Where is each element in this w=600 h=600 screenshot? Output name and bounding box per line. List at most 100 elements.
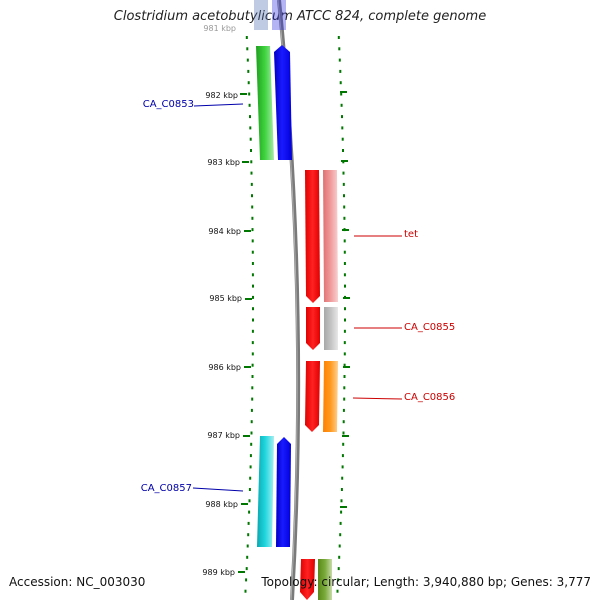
scale-dot (339, 521, 342, 525)
right-dot-column (336, 36, 346, 593)
scale-dot (248, 499, 251, 503)
scale-dot (343, 341, 346, 345)
scale-dot (342, 431, 345, 435)
scale-dot (342, 442, 345, 446)
gene-label-ca-c0853[interactable]: CA_C0853 (143, 99, 194, 110)
scale-dot (342, 408, 345, 412)
scale-dot (341, 115, 343, 119)
leader-ca-c0856 (352, 397, 403, 400)
scale-dot (342, 420, 345, 424)
scale-dot (251, 329, 254, 333)
leader-ca-c0853 (193, 103, 244, 107)
scale-dot (251, 352, 254, 356)
gene-label-ca-c0855[interactable]: CA_C0855 (404, 322, 455, 333)
scale-dot (343, 239, 346, 243)
scale-dot (251, 239, 254, 243)
scale-dot (248, 103, 251, 107)
gene-ca-c0855-cds (306, 307, 320, 350)
scale-dot (343, 194, 345, 198)
scale-dot (248, 488, 251, 491)
ruler-tick-label: 986 kbp (208, 363, 241, 372)
scale-dot (249, 476, 252, 480)
scale-dot (343, 262, 346, 265)
scale-dot (341, 126, 344, 130)
scale-dot (248, 92, 251, 96)
gene-ca-c0853-cds (274, 45, 292, 160)
scale-dot (340, 510, 343, 514)
ruler: 981 kbp 982 kbp 983 kbp 984 kbp 985 kbp … (202, 24, 242, 577)
scale-dot (247, 69, 250, 73)
scale-dot (249, 115, 251, 119)
scale-dot (246, 58, 249, 62)
scale-dot (341, 465, 344, 469)
scale-dot (251, 341, 254, 345)
scale-dot (251, 375, 254, 378)
gene-ca-c0853[interactable] (256, 45, 292, 160)
scale-dot (250, 408, 253, 412)
genome-summary: Topology: circular; Length: 3,940,880 bp… (261, 575, 591, 589)
scale-dot (250, 431, 253, 435)
scale-dot (249, 126, 252, 130)
scale-dot (341, 476, 344, 480)
scale-dot (338, 58, 341, 62)
scale-dot (342, 149, 344, 152)
scale-dot (251, 386, 254, 390)
gene-ca-c0855-feature (324, 307, 338, 350)
scale-dot (249, 465, 252, 469)
accession-label: Accession: NC_003030 (9, 575, 146, 589)
left-dot-column (244, 36, 254, 593)
scale-dot (343, 273, 346, 277)
scale-dot (251, 194, 253, 198)
ruler-tick-label: 982 kbp (205, 91, 238, 100)
ruler-tick-label: 985 kbp (209, 294, 242, 303)
scale-dot (343, 329, 346, 333)
gene-ca-c0857[interactable] (257, 436, 291, 547)
gene-tet-feature (323, 170, 338, 302)
scale-dot (343, 363, 346, 367)
scale-dot (341, 137, 344, 141)
scale-dot (251, 216, 254, 220)
scale-dot (342, 171, 345, 175)
ruler-major-ticks (238, 91, 350, 573)
gene-label-ca-c0856[interactable]: CA_C0856 (404, 392, 455, 403)
scale-dot (342, 182, 345, 186)
scale-dot (247, 81, 250, 85)
scale-dot (338, 544, 341, 548)
scale-dot (343, 386, 346, 390)
scale-dot (343, 250, 346, 254)
gene-label-tet[interactable]: tet (404, 229, 418, 240)
gene-ca-c0856[interactable] (305, 361, 338, 432)
scale-dot (251, 397, 254, 401)
scale-dot (251, 363, 254, 367)
scale-dot (339, 533, 342, 537)
scale-dot (343, 352, 346, 356)
ruler-tick-label: 984 kbp (208, 227, 241, 236)
scale-dot (337, 578, 340, 582)
scale-dot (249, 454, 252, 458)
map-title: Clostridium acetobutylicum ATCC 824, com… (113, 9, 487, 24)
gene-top-clipped (254, 0, 286, 30)
gene-tet[interactable] (305, 170, 338, 303)
scale-dot (251, 273, 254, 277)
scale-dot (250, 420, 253, 424)
gene-tet-cds (305, 170, 320, 303)
ruler-tick-label: 981 kbp (203, 24, 236, 33)
gene-bottom-clipped (300, 559, 332, 600)
scale-dot (244, 589, 247, 593)
scale-dot (251, 250, 254, 254)
scale-dot (336, 589, 339, 593)
scale-dot (251, 205, 254, 209)
scale-dot (343, 205, 346, 209)
gene-ca-c0855[interactable] (306, 307, 338, 350)
gene-label-ca-c0857[interactable]: CA_C0857 (141, 483, 192, 494)
scale-dot (337, 36, 340, 39)
leader-ca-c0857 (192, 487, 244, 492)
scale-dot (250, 149, 252, 152)
scale-dot (340, 103, 343, 107)
scale-dot (252, 295, 254, 299)
scale-dot (343, 216, 346, 220)
scale-dot (339, 81, 342, 85)
scale-dot (245, 567, 248, 571)
scale-dot (250, 442, 253, 446)
